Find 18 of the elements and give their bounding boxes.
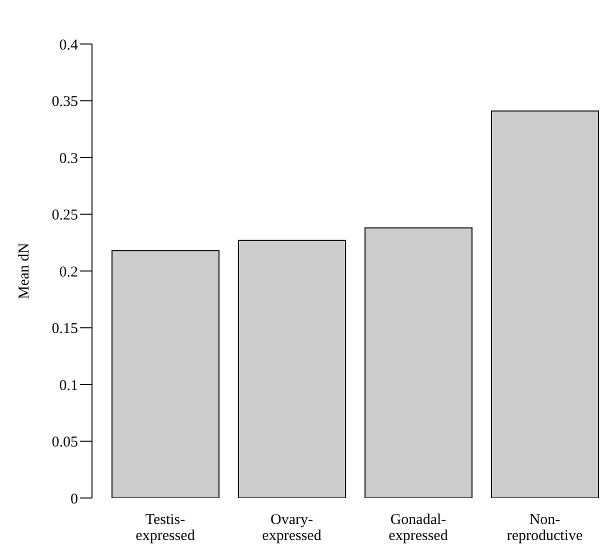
y-tick-label: 0.05 <box>52 434 78 451</box>
y-tick-label: 0.4 <box>59 37 78 54</box>
bar <box>112 250 220 498</box>
y-axis-title: Mean dN <box>16 242 32 300</box>
bar <box>238 240 346 498</box>
bar <box>364 227 472 498</box>
bar <box>491 110 599 498</box>
x-tick-label: Non-reproductive <box>506 512 583 544</box>
x-tick-label: Gonadal-expressed <box>388 512 448 544</box>
x-tick-label: Testis-expressed <box>136 512 196 544</box>
y-tick-label: 0.35 <box>52 94 78 110</box>
y-tick-label: 0.3 <box>59 150 78 167</box>
x-tick-label: Ovary-expressed <box>262 512 322 544</box>
y-tick-label: 0 <box>70 491 78 508</box>
y-tick-label: 0.15 <box>52 321 78 338</box>
y-tick-label: 0.25 <box>52 208 78 224</box>
y-tick-label: 0.2 <box>59 264 78 280</box>
y-tick-label: 0.1 <box>59 378 78 394</box>
